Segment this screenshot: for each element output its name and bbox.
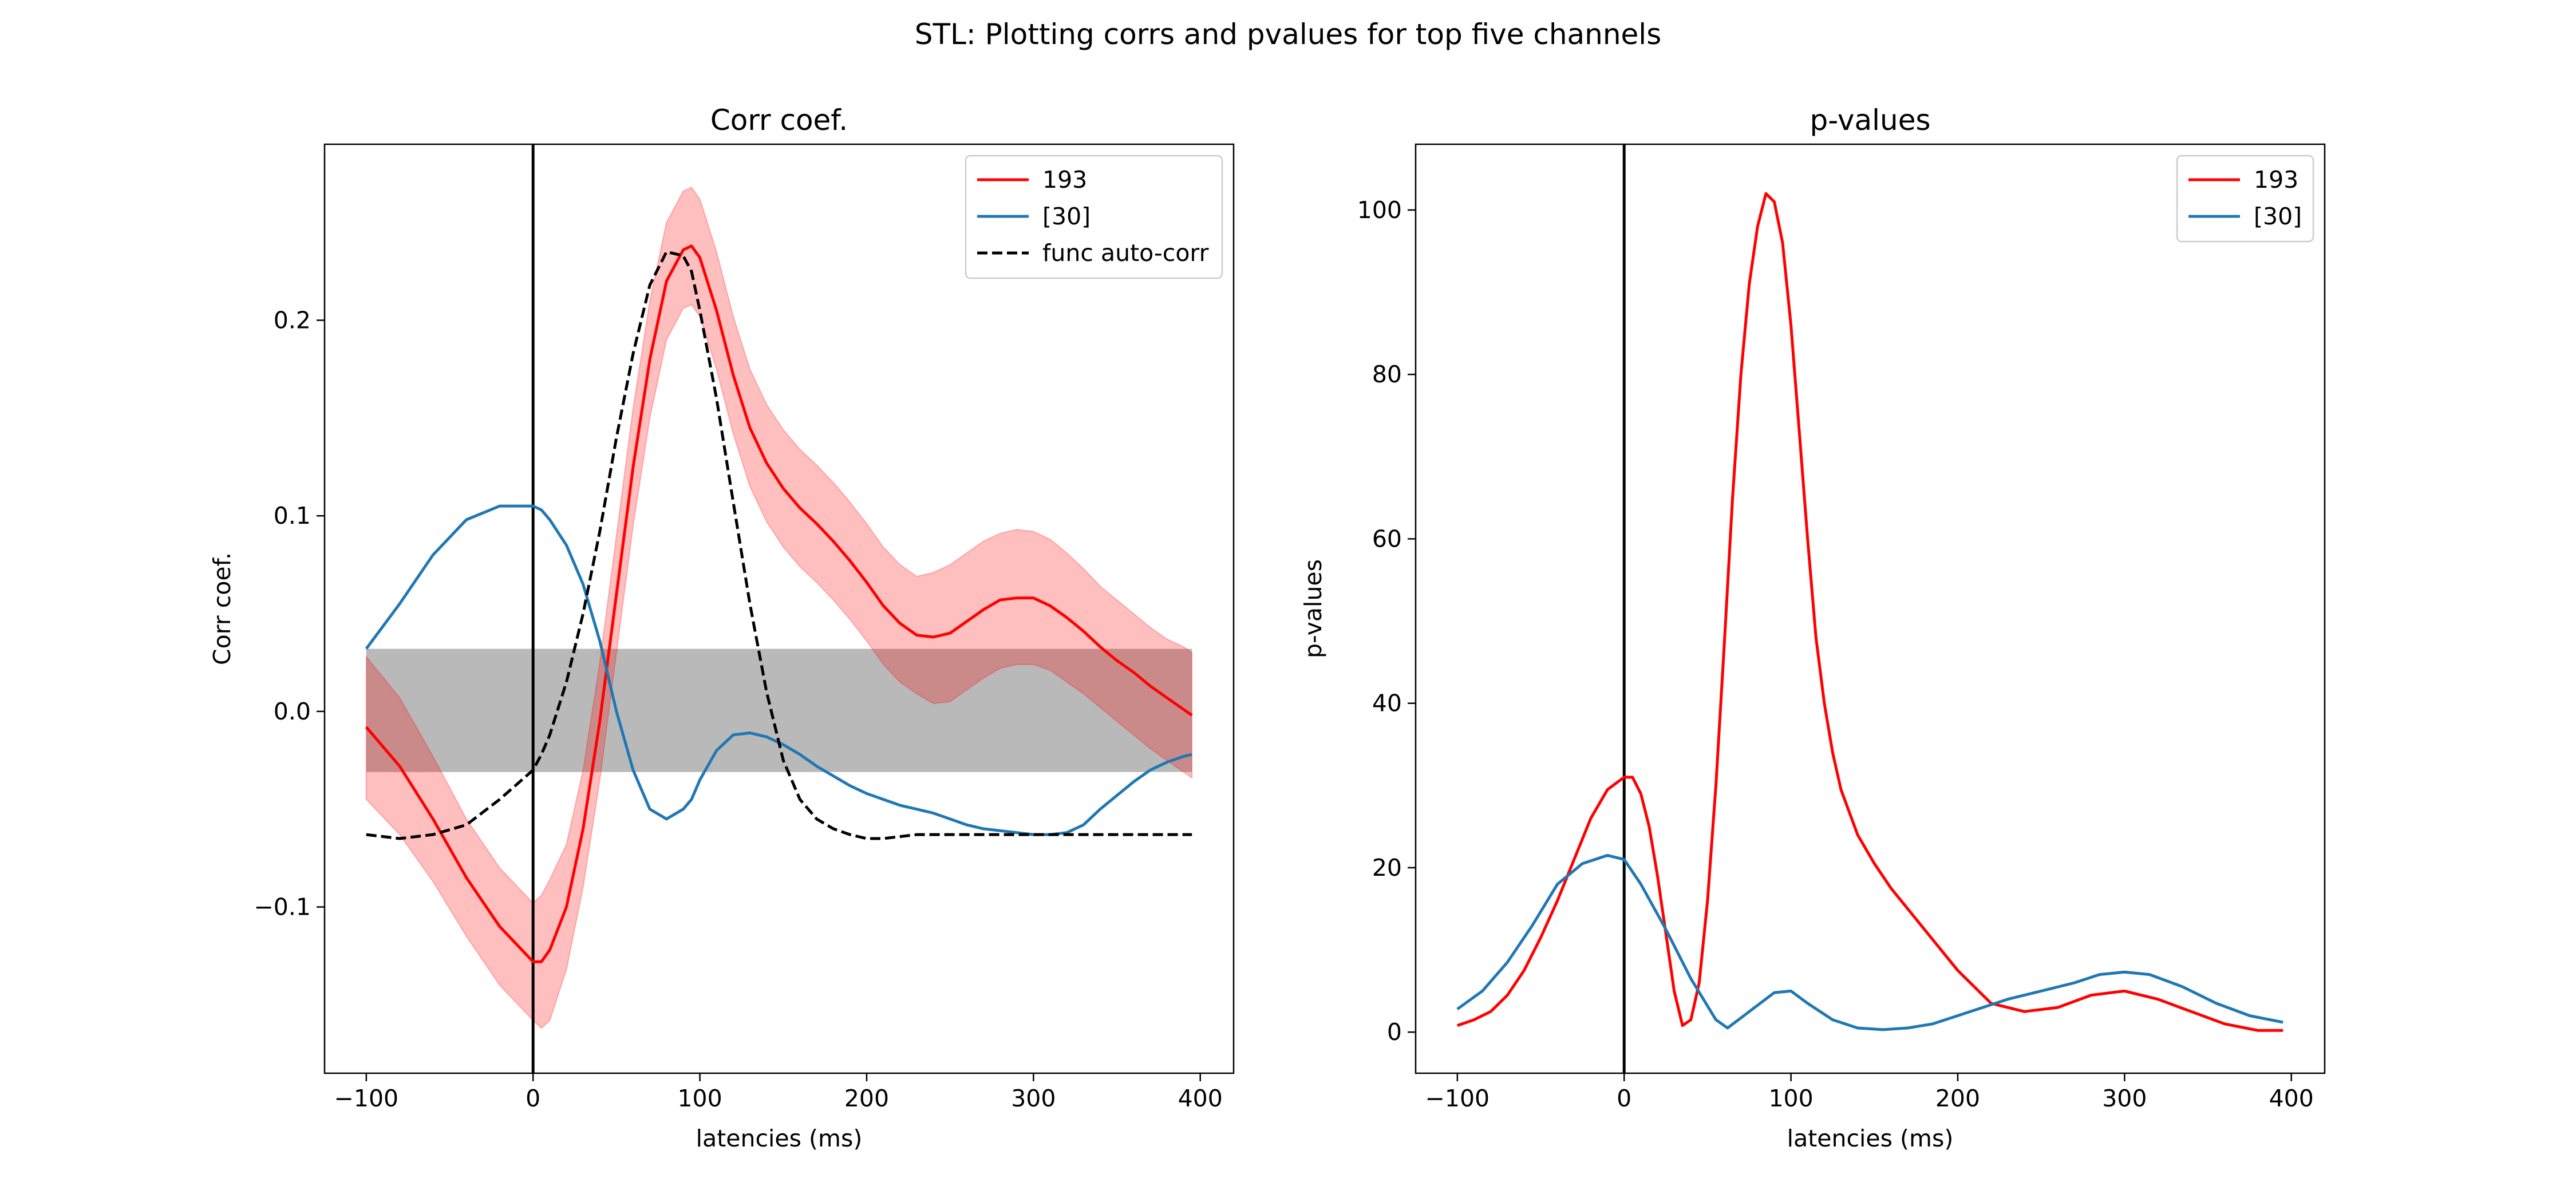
corr-coef-x-tick-label: 100 — [677, 1085, 722, 1112]
corr-coef-null-band — [366, 649, 1192, 772]
p-values-y-tick-label: 60 — [1372, 525, 1402, 552]
corr-coef-series-func-auto-corr — [366, 250, 1192, 840]
p-values-axes-frame — [1415, 143, 2326, 1074]
corr-coef-legend-label-func-auto-corr: func auto-corr — [1042, 239, 1209, 267]
corr-coef-y-tick-label: −0.1 — [254, 893, 311, 921]
corr-coef-x-tick-label: 300 — [1011, 1085, 1056, 1112]
p-values-y-tick-label: 40 — [1372, 690, 1402, 717]
corr-coef-series-30 — [365, 504, 1192, 836]
p-values-axes-title: p-values — [1809, 104, 1930, 137]
p-values-y-tick-label: 80 — [1372, 361, 1402, 388]
p-values-legend-box — [2176, 155, 2314, 243]
corr-coef-band-193 — [365, 186, 1193, 1029]
corr-coef-legend-label-30: [30] — [1042, 203, 1091, 230]
p-values-x-tick-label: 100 — [1768, 1085, 1813, 1112]
corr-coef-axes: Corr coef. latencies (ms) Corr coef. −10… — [208, 104, 1235, 1152]
p-values-x-tick-label: 400 — [2269, 1085, 2314, 1112]
p-values-axes: p-values latencies (ms) p-values −100 0 10… — [1299, 104, 2326, 1152]
p-values-legend-label-30: [30] — [2254, 203, 2302, 230]
corr-coef-legend-label-193: 193 — [1042, 166, 1087, 193]
p-values-y-tick-label: 20 — [1372, 854, 1402, 881]
p-values-series-30 — [1456, 853, 2283, 1031]
p-values-legend: 193 [30] — [2176, 155, 2314, 243]
corr-coef-plot-area — [365, 144, 1193, 1073]
p-values-x-tick-label: 0 — [1617, 1085, 1631, 1112]
p-values-y-tick-label: 0 — [1387, 1018, 1402, 1046]
p-values-x-tick-label: 300 — [2102, 1085, 2147, 1112]
corr-coef-x-tick-label: −100 — [334, 1085, 399, 1112]
p-values-x-tick-label: 200 — [1935, 1085, 1980, 1112]
corr-coef-x-tick-label: 400 — [1178, 1085, 1223, 1112]
corr-coef-x-tick-label: 200 — [844, 1085, 889, 1112]
corr-coef-y-tick-label: 0.2 — [274, 307, 311, 334]
p-values-x-axis-label: latencies (ms) — [1787, 1125, 1954, 1152]
corr-coef-legend-box — [965, 155, 1223, 279]
p-values-plot-area — [1456, 144, 2283, 1073]
corr-coef-y-tick-label: 0.1 — [274, 502, 311, 529]
p-values-y-axis-label: p-values — [1299, 559, 1327, 658]
corr-coef-axes-title: Corr coef. — [710, 104, 848, 137]
corr-coef-series-193 — [365, 244, 1193, 963]
corr-coef-x-axis-label: latencies (ms) — [696, 1125, 863, 1152]
corr-coef-x-tick-label: 0 — [526, 1085, 540, 1112]
figure-title: STL: Plotting corrs and pvalues for top … — [915, 18, 1662, 51]
corr-coef-legend: 193 [30] func auto-corr — [965, 155, 1223, 279]
p-values-y-tick-label: 100 — [1357, 196, 1402, 224]
corr-coef-y-tick-label: 0.0 — [274, 698, 311, 725]
corr-coef-axes-frame — [323, 143, 1235, 1074]
p-values-x-tick-label: −100 — [1425, 1085, 1490, 1112]
p-values-series-193 — [1456, 192, 2283, 1032]
p-values-legend-label-193: 193 — [2254, 166, 2298, 193]
corr-coef-y-axis-label: Corr coef. — [208, 552, 236, 665]
